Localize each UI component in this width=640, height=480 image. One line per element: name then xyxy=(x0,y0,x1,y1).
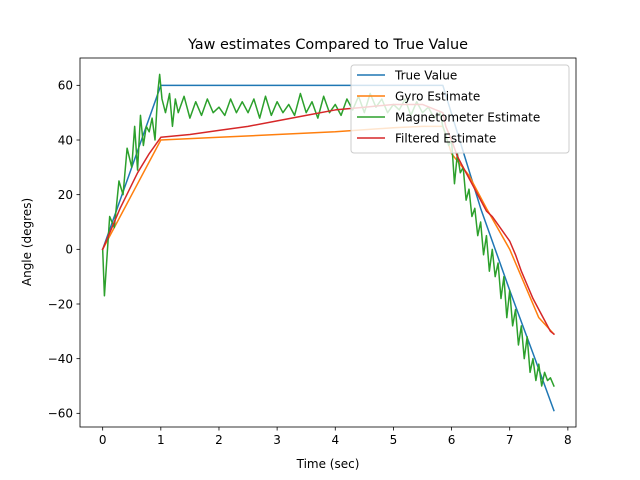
legend-label-2: Magnetometer Estimate xyxy=(395,111,540,125)
chart-title: Yaw estimates Compared to True Value xyxy=(187,37,468,53)
y-axis-ticks: −60 −40 −20 0 20 40 60 xyxy=(48,79,80,421)
x-tick-label: 7 xyxy=(506,433,514,447)
y-tick-label: 20 xyxy=(58,188,73,202)
legend-label-0: True Value xyxy=(394,69,457,83)
y-tick-label: 40 xyxy=(58,133,73,147)
x-axis-ticks: 0 1 2 3 4 5 6 7 8 xyxy=(99,427,572,447)
x-tick-label: 1 xyxy=(157,433,165,447)
x-tick-label: 2 xyxy=(215,433,223,447)
legend-label-1: Gyro Estimate xyxy=(395,90,480,104)
y-tick-label: 0 xyxy=(65,243,73,257)
series-line-3 xyxy=(101,103,555,336)
axes-layer xyxy=(79,57,577,428)
x-tick-label: 3 xyxy=(273,433,281,447)
y-axis-label: Angle (degres) xyxy=(20,198,34,286)
x-tick-label: 5 xyxy=(390,433,398,447)
legend: True Value Gyro Estimate Magnetometer Esti… xyxy=(350,64,570,154)
x-tick-label: 4 xyxy=(331,433,339,447)
x-tick-label: 8 xyxy=(564,433,572,447)
y-tick-label: 60 xyxy=(58,79,73,93)
x-tick-label: 6 xyxy=(448,433,456,447)
legend-label-3: Filtered Estimate xyxy=(395,132,496,146)
legend-box xyxy=(350,64,570,154)
x-tick-label: 0 xyxy=(99,433,107,447)
y-tick-label: −60 xyxy=(48,407,73,421)
y-tick-label: −20 xyxy=(48,297,73,311)
x-axis-label: Time (sec) xyxy=(296,457,360,471)
y-tick-label: −40 xyxy=(48,352,73,366)
axes-frame xyxy=(79,57,577,428)
